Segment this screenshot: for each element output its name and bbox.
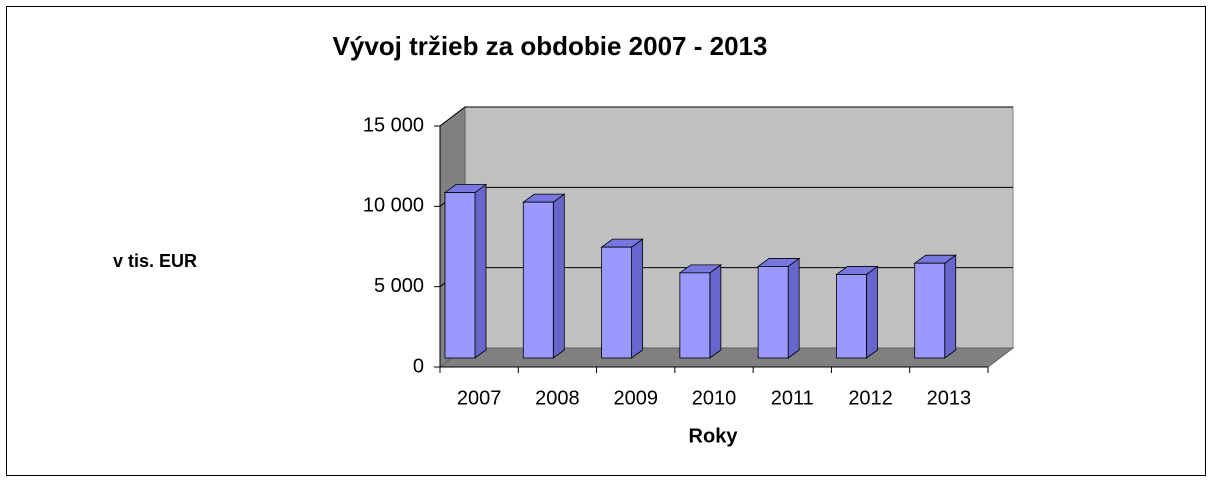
bar bbox=[522, 201, 554, 359]
x-axis-label: Roky bbox=[689, 425, 739, 447]
bar-side bbox=[631, 238, 643, 359]
bar bbox=[444, 192, 476, 359]
x-tick-label: 2007 bbox=[457, 387, 502, 409]
x-tick-label: 2008 bbox=[535, 387, 580, 409]
bar bbox=[601, 246, 632, 359]
x-tick-label: 2010 bbox=[692, 387, 737, 409]
bar-side bbox=[787, 257, 800, 359]
bar bbox=[757, 266, 789, 359]
bar-side bbox=[866, 265, 878, 359]
bar bbox=[679, 272, 711, 359]
bar bbox=[836, 274, 867, 359]
bar-side bbox=[709, 264, 722, 359]
y-axis-label: v tis. EUR bbox=[113, 251, 197, 271]
bar bbox=[914, 262, 946, 359]
grid-line bbox=[439, 106, 466, 127]
y-tick-label: 10 000 bbox=[363, 195, 424, 217]
y-tick-label: 5 000 bbox=[374, 275, 424, 297]
x-tick-label: 2011 bbox=[771, 387, 814, 409]
bar-side bbox=[944, 254, 957, 359]
x-tick-label: 2012 bbox=[848, 387, 893, 409]
chart-title: Vývoj tržieb za obdobie 2007 - 2013 bbox=[333, 31, 768, 61]
bar-side bbox=[552, 193, 565, 359]
y-tick-label: 0 bbox=[413, 355, 424, 377]
x-tick-label: 2009 bbox=[613, 387, 658, 409]
y-tick-label: 15 000 bbox=[363, 114, 424, 136]
bar-side bbox=[474, 183, 487, 359]
x-tick-label: 2013 bbox=[927, 387, 972, 409]
